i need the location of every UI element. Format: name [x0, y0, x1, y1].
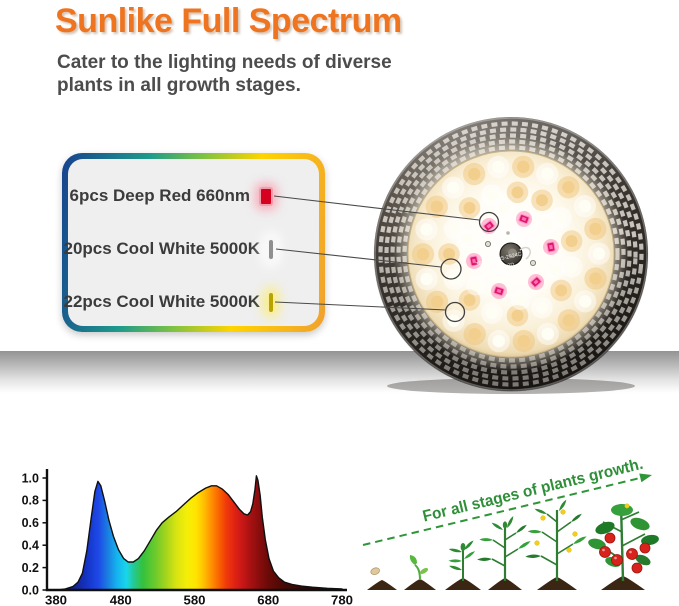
plant-stage-seedling	[445, 540, 481, 590]
spectrum-chart: 0.0 0.2 0.4 0.6 0.8 1.0 380 480 580 680 780	[22, 469, 353, 606]
plant-stage-sprout	[404, 555, 436, 590]
spectrum-curve	[46, 475, 343, 591]
foliage	[588, 504, 659, 567]
subtitle-line-2: plants in all growth stages.	[57, 75, 301, 97]
legend-item-deep-red: 6pcs Deep Red 660nm	[68, 183, 319, 209]
growth-arrowhead-icon	[639, 473, 652, 483]
subtitle-line-1: Cater to the lighting needs of diverse	[57, 52, 392, 73]
warm-yellow-led-swatch	[269, 292, 273, 312]
led-legend-panel: 6pcs Deep Red 660nm 20pcs Cool White 500…	[62, 153, 325, 332]
led-legend-panel-inner: 6pcs Deep Red 660nm 20pcs Cool White 500…	[63, 159, 319, 326]
center-hub	[484, 231, 536, 266]
svg-text:0.2: 0.2	[22, 561, 39, 575]
growth-arrow-line	[362, 477, 641, 546]
cool-white-led-swatch	[269, 239, 273, 259]
screw-icon	[484, 240, 491, 247]
legend-label: 20pcs Cool White 5000K	[63, 239, 260, 258]
flower-icon	[624, 503, 630, 509]
svg-text:0.4: 0.4	[22, 539, 39, 553]
legend-label: 22pcs Cool White 5000K	[63, 292, 260, 311]
growth-arrow-label: For all stages of plants growth.	[421, 456, 645, 525]
deep-red-led-swatch	[259, 186, 273, 206]
plant-stage-flowering	[525, 499, 588, 590]
legend-item-cool-white: 20pcs Cool White 5000K	[63, 236, 319, 262]
flower-icon	[534, 509, 578, 553]
svg-text:680: 680	[257, 593, 279, 606]
svg-text:480: 480	[110, 593, 132, 606]
svg-text:780: 780	[331, 593, 353, 606]
svg-text:0.0: 0.0	[22, 583, 39, 597]
svg-text:0.6: 0.6	[22, 516, 39, 530]
plant-growth-illustration: For all stages of plants growth.	[362, 456, 659, 590]
chart-tick-labels: 0.0 0.2 0.4 0.6 0.8 1.0 380 480 580 680 780	[22, 471, 353, 606]
screw-icon	[506, 231, 510, 235]
page-subtitle: Cater to the lighting needs of diverse p…	[57, 51, 392, 97]
legend-item-warm-yellow: 22pcs Cool White 5000K	[63, 289, 319, 315]
screw-icon	[529, 260, 536, 266]
grow-light-photo: 35P77-2835-2924C 3D-LJ 47W-3D	[373, 116, 649, 394]
legend-label: 6pcs Deep Red 660nm	[69, 186, 250, 205]
hub-wire	[519, 246, 531, 260]
svg-text:380: 380	[45, 593, 67, 606]
svg-text:0.8: 0.8	[22, 494, 39, 508]
plant-stage-seed	[367, 567, 397, 590]
tomato-icon	[599, 532, 651, 574]
svg-text:580: 580	[183, 593, 205, 606]
svg-text:1.0: 1.0	[22, 471, 39, 485]
page-title: Sunlike Full Spectrum	[55, 2, 402, 40]
plant-stage-fruiting	[588, 503, 659, 590]
plant-stage-vegetative	[477, 515, 532, 590]
